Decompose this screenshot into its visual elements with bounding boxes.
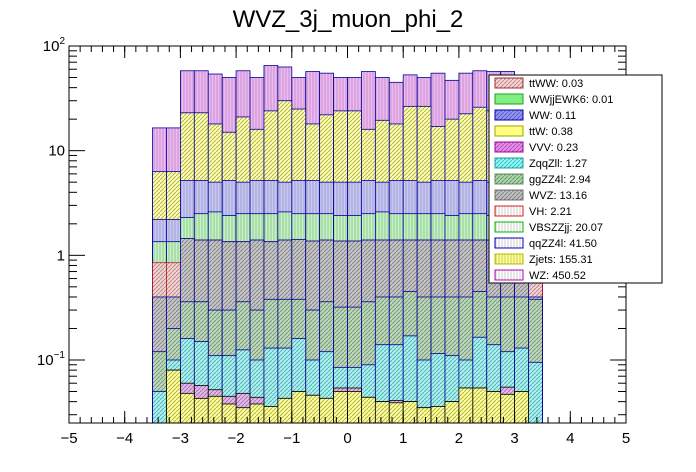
bar-hatch xyxy=(319,398,334,423)
legend-label: ZqqZll: 1.27 xyxy=(529,158,587,170)
y-tick-label: 1 xyxy=(57,247,65,264)
stacked-histogram xyxy=(152,65,543,424)
legend-label: WZ: 450.52 xyxy=(529,270,586,282)
bar-hatch xyxy=(250,403,264,423)
bar-hatch xyxy=(403,335,418,423)
x-tick-label: −5 xyxy=(60,430,77,447)
bar-hatch xyxy=(277,398,292,423)
bar-hatch xyxy=(403,401,418,423)
x-tick-label: 0 xyxy=(343,430,351,447)
bar-hatch xyxy=(194,398,209,423)
bar-hatch xyxy=(375,401,390,423)
y-tick-label: 10 xyxy=(48,143,65,160)
chart-title: WVZ_3j_muon_phi_2 xyxy=(233,6,464,33)
bar-hatch xyxy=(417,359,432,423)
bar-hatch xyxy=(514,391,529,423)
bar-hatch xyxy=(500,394,515,423)
x-tick-label: 2 xyxy=(455,430,463,447)
bar-hatch xyxy=(180,393,195,423)
bar-hatch xyxy=(528,362,543,423)
x-tick-label: −3 xyxy=(172,430,189,447)
bar-hatch xyxy=(263,348,278,423)
bar-hatch xyxy=(458,388,473,423)
bar-hatch xyxy=(444,401,459,423)
legend-label: VBSZZjj: 20.07 xyxy=(529,222,603,234)
bar-hatch xyxy=(236,407,251,423)
legend-label: ttW: 0.38 xyxy=(529,126,573,138)
bar-hatch xyxy=(389,402,404,423)
bar-hatch xyxy=(431,406,445,423)
legend-swatch-hatch xyxy=(495,206,523,216)
legend-swatch-hatch xyxy=(495,174,523,184)
bar-hatch xyxy=(152,391,167,423)
y-tick-label: 10−1 xyxy=(37,350,66,369)
legend-swatch-hatch xyxy=(495,190,523,200)
legend-label: WW: 0.11 xyxy=(529,110,576,122)
legend-label: WVZ: 13.16 xyxy=(529,190,587,202)
bar-hatch xyxy=(333,391,348,423)
legend-label: WWjjEWK6: 0.01 xyxy=(529,94,613,106)
x-tick-label: 3 xyxy=(510,430,518,447)
legend-swatch-hatch xyxy=(495,254,523,264)
legend-label: ttWW: 0.03 xyxy=(529,78,583,90)
bar-hatch xyxy=(361,397,376,423)
legend-swatch-hatch xyxy=(495,158,523,168)
bar-hatch xyxy=(305,395,320,423)
x-tick-label: −1 xyxy=(283,430,300,447)
bar-hatch xyxy=(472,388,487,423)
legend-swatch xyxy=(494,125,524,137)
x-tick-label: 4 xyxy=(566,430,574,447)
x-tick-label: −2 xyxy=(228,430,245,447)
legend: ttWW: 0.03 WWjjEWK6: 0.01 WW: 0.11 ttW: 0.3… xyxy=(488,74,663,284)
legend-swatch-hatch xyxy=(495,78,523,88)
legend-label: ggZZ4l: 2.94 xyxy=(529,174,591,186)
legend-label: qqZZ4l: 41.50 xyxy=(529,238,597,250)
x-tick-label: −4 xyxy=(116,430,133,447)
bar-hatch xyxy=(486,391,501,423)
y-tick-label: 102 xyxy=(43,36,66,55)
x-tick-label: 5 xyxy=(622,430,630,447)
bar-hatch xyxy=(263,406,278,423)
x-tick-label: 1 xyxy=(399,430,407,447)
bar-hatch xyxy=(291,391,306,423)
legend-swatch xyxy=(494,93,524,105)
legend-swatch-hatch xyxy=(495,142,523,152)
bar-hatch xyxy=(166,370,181,423)
legend-swatch-hatch xyxy=(495,110,523,120)
legend-swatch-hatch xyxy=(495,238,523,248)
bar-hatch xyxy=(431,353,445,423)
legend-swatch-hatch xyxy=(495,222,523,232)
bar-hatch xyxy=(417,407,432,423)
bar-hatch xyxy=(208,396,223,423)
bar-hatch xyxy=(222,403,237,423)
legend-label: Zjets: 155.31 xyxy=(529,254,593,266)
bar-hatch xyxy=(347,391,362,423)
legend-swatch-hatch xyxy=(495,270,523,280)
legend-label: VVV: 0.23 xyxy=(529,142,578,154)
legend-label: VH: 2.21 xyxy=(529,206,572,218)
